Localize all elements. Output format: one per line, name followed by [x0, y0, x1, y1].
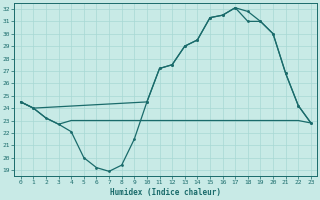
X-axis label: Humidex (Indice chaleur): Humidex (Indice chaleur): [110, 188, 221, 197]
